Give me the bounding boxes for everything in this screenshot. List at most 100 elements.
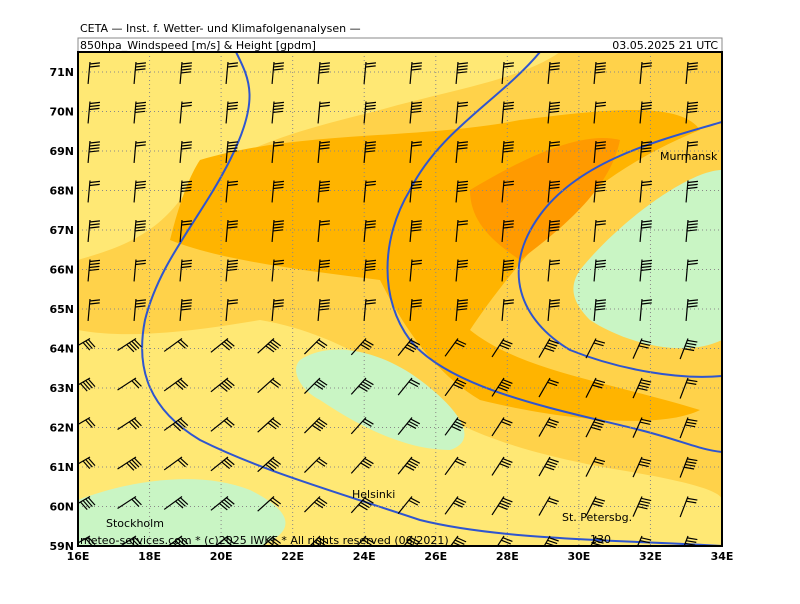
barb-staff — [271, 259, 275, 282]
barb-flag — [131, 340, 140, 349]
barb-flag — [641, 537, 652, 541]
wind-barb — [179, 140, 193, 163]
barb-flag — [365, 144, 376, 147]
barb-flag — [503, 144, 514, 147]
barb-flag — [365, 147, 376, 150]
barb-flag — [549, 183, 560, 187]
barb-staff — [78, 456, 91, 469]
barb-flag — [135, 305, 146, 308]
barb-flag — [641, 458, 652, 462]
barb-flag — [135, 107, 146, 111]
wind-barb — [257, 456, 282, 473]
wind-barb — [685, 259, 699, 282]
wind-barb — [444, 338, 467, 357]
wind-barb — [117, 416, 142, 430]
barb-flag — [177, 538, 186, 546]
barb-staff — [491, 496, 505, 516]
barb-flag — [548, 458, 559, 463]
barb-flag — [272, 339, 282, 347]
barb-flag — [406, 344, 417, 350]
barb-flag — [686, 500, 697, 504]
barb-flag — [641, 180, 653, 184]
barb-flag — [135, 101, 147, 105]
barb-flag — [89, 65, 100, 68]
barb-staff — [585, 338, 597, 359]
barb-flag — [316, 381, 326, 388]
barb-flag — [135, 262, 146, 266]
barb-flag — [319, 147, 330, 150]
barb-flag — [457, 262, 468, 266]
barb-flag — [549, 299, 561, 302]
barb-flag — [267, 422, 277, 430]
wind-barb — [225, 61, 239, 84]
barb-flag — [549, 101, 561, 105]
barb-staff — [179, 259, 183, 282]
barb-flag — [503, 220, 515, 223]
barb-flag — [411, 183, 422, 187]
barb-flag — [273, 226, 284, 229]
barb-staff — [679, 496, 689, 518]
barb-flag — [687, 62, 699, 65]
barb-flag — [181, 223, 192, 226]
wind-barb — [363, 298, 377, 321]
wind-barb — [271, 140, 285, 163]
barb-flag — [687, 537, 698, 541]
barb-flag — [181, 104, 192, 108]
lat-label: 61N — [49, 461, 74, 474]
wind-barb — [501, 259, 515, 282]
barb-flag — [545, 463, 556, 468]
barb-flag — [457, 220, 469, 223]
wind-barb — [538, 417, 559, 437]
wind-barb — [547, 259, 561, 282]
barb-staff — [639, 101, 643, 124]
barb-flag — [406, 541, 417, 546]
barb-flag — [227, 226, 238, 229]
barb-flag — [549, 104, 560, 108]
barb-flag — [641, 226, 652, 229]
barb-staff — [350, 417, 367, 435]
barb-flag — [319, 223, 330, 226]
barb-flag — [549, 65, 560, 68]
barb-flag — [135, 226, 146, 229]
barb-flag — [549, 259, 561, 263]
wind-barb — [397, 377, 421, 396]
wind-barb — [133, 219, 147, 242]
barb-flag — [181, 147, 192, 150]
barb-flag — [273, 144, 284, 147]
wind-barb — [491, 496, 513, 516]
barb-flag — [410, 110, 422, 114]
barb-flag — [89, 147, 100, 150]
barb-flag — [181, 302, 192, 305]
barb-staff — [350, 456, 367, 474]
barb-staff — [163, 338, 183, 352]
barb-flag — [135, 186, 146, 190]
barb-flag — [411, 186, 422, 190]
barb-staff — [679, 456, 689, 478]
wind-barb — [317, 61, 331, 84]
barb-flag — [593, 342, 604, 347]
barb-flag — [639, 460, 651, 465]
barb-flag — [319, 302, 330, 305]
wind-barbs — [78, 61, 699, 546]
barb-flag — [179, 418, 189, 427]
barb-flag — [362, 539, 372, 546]
barb-flag — [89, 180, 101, 184]
barb-flag — [365, 180, 377, 184]
barb-flag — [595, 223, 606, 226]
barb-flag — [456, 339, 467, 345]
barb-flag — [87, 339, 96, 348]
barb-staff — [538, 496, 551, 516]
barb-staff — [225, 298, 229, 321]
barb-flag — [126, 344, 135, 353]
barb-staff — [87, 180, 91, 203]
barb-flag — [499, 344, 510, 350]
field-light — [78, 52, 560, 260]
wind-barb — [363, 61, 377, 84]
barb-staff — [593, 219, 597, 242]
barb-flag — [181, 180, 193, 184]
wind-barb — [363, 180, 377, 203]
barb-flag — [408, 460, 419, 467]
barb-flag — [181, 183, 192, 187]
wind-barb — [317, 259, 331, 282]
wind-barb — [455, 61, 469, 84]
